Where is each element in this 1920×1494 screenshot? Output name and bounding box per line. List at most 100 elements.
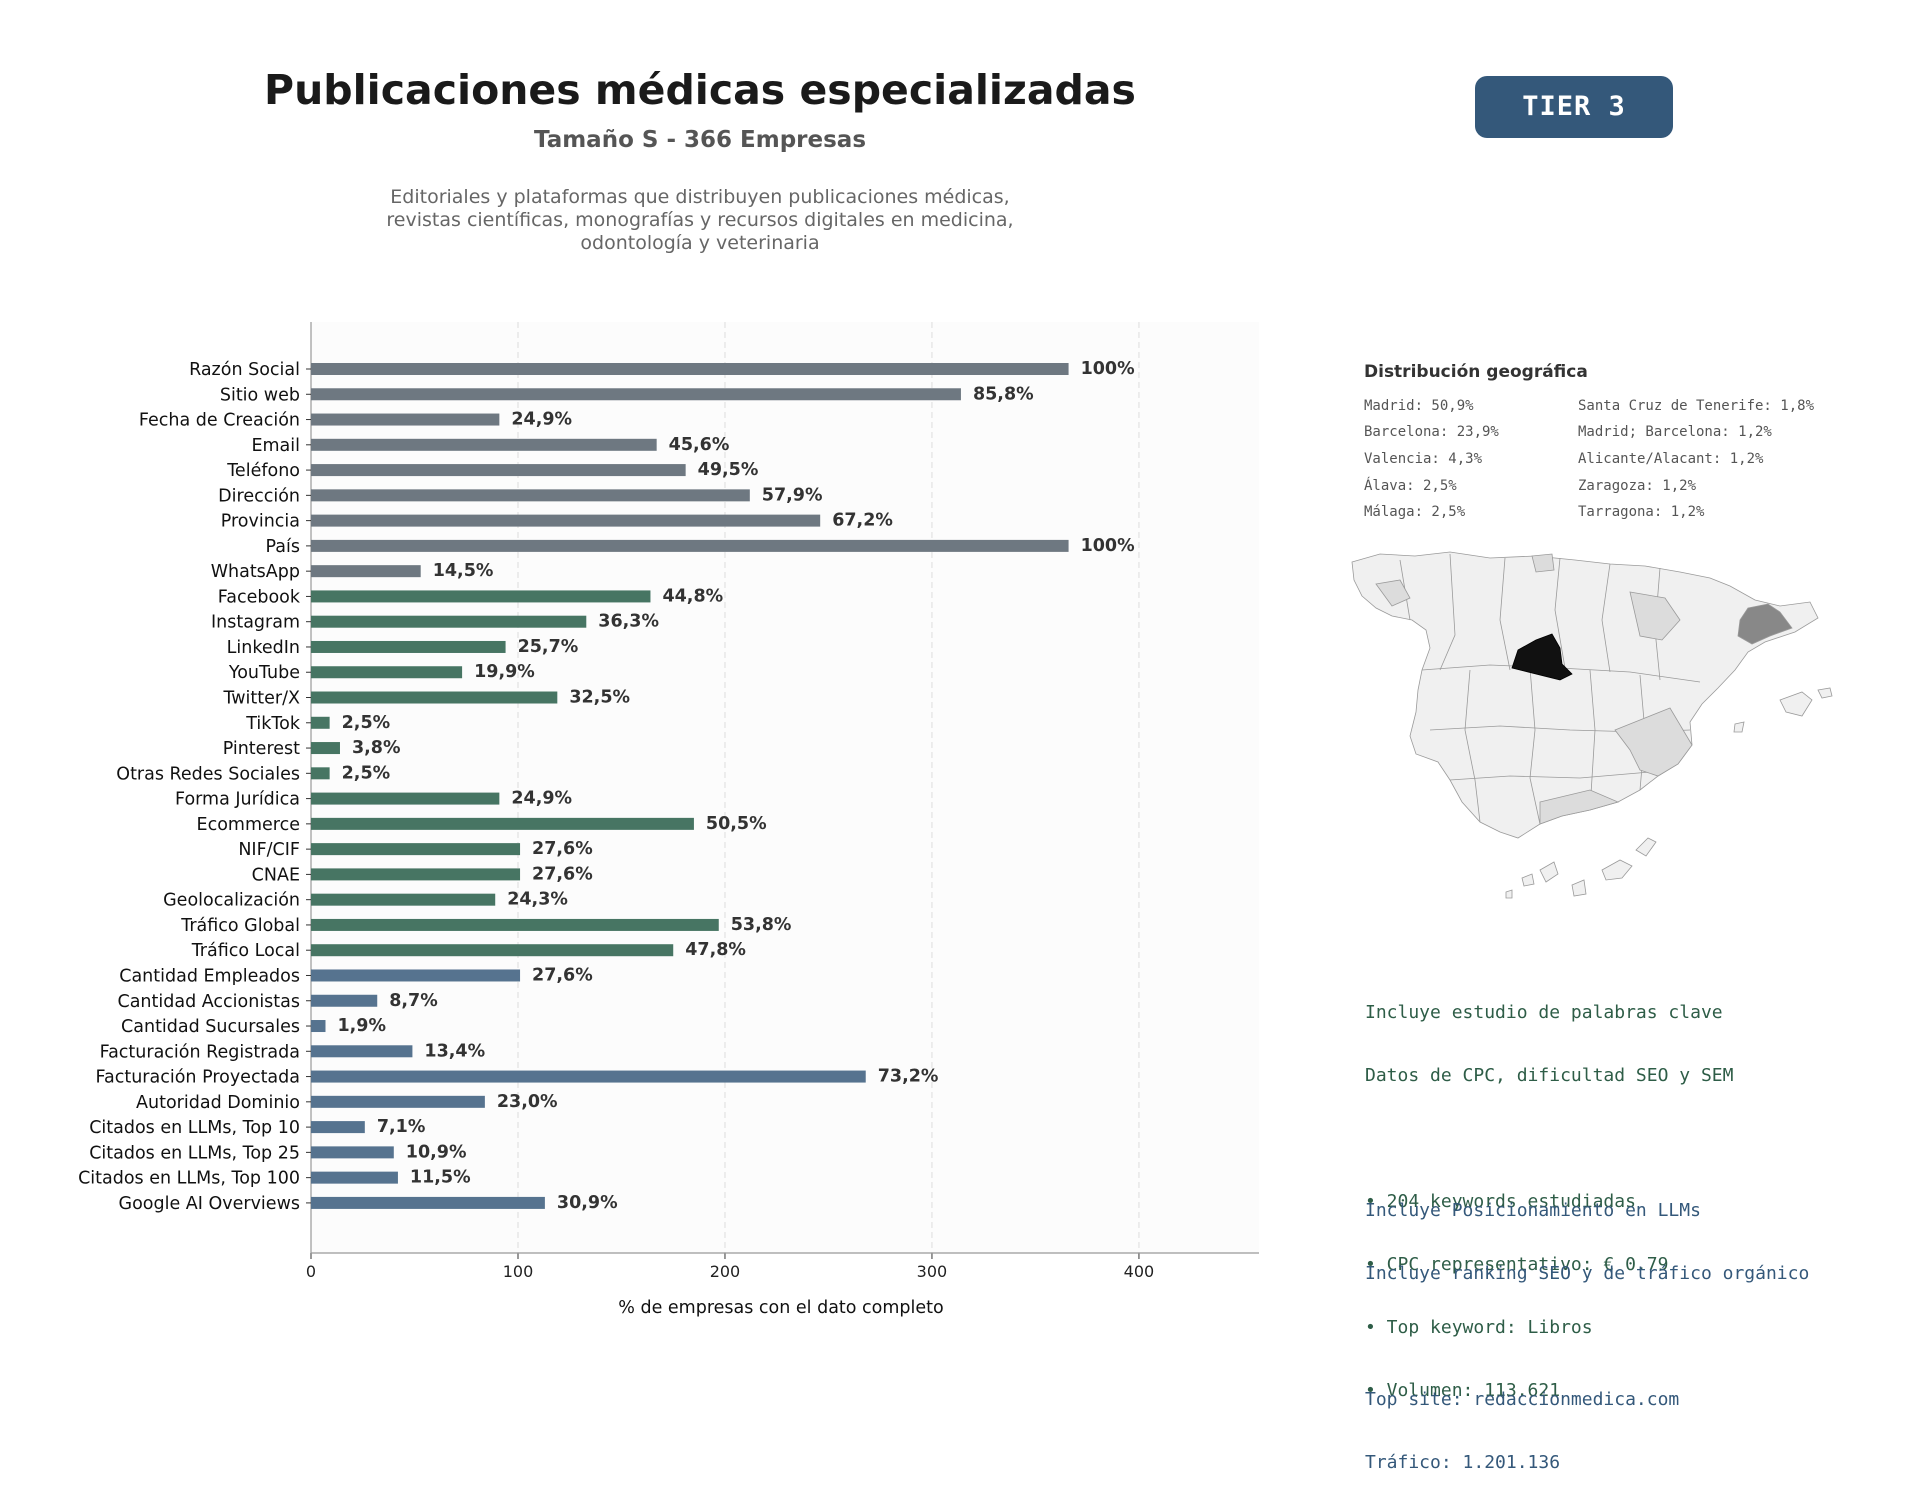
bar: [311, 590, 651, 603]
map-region-medium: [1614, 707, 1693, 777]
category-label: Instagram: [211, 613, 300, 633]
description-line: odontología y veterinaria: [580, 232, 820, 254]
bar: [311, 514, 821, 527]
bar: [311, 868, 521, 881]
data-label: 27,6%: [532, 864, 593, 884]
category-label: Citados en LLMs, Top 10: [89, 1118, 300, 1138]
geo-item: Madrid; Barcelona: 1,2%: [1578, 424, 1772, 440]
data-label: 24,9%: [511, 789, 572, 809]
bar: [311, 640, 506, 653]
category-label: Teléfono: [226, 461, 300, 481]
category-label: CNAE: [252, 865, 300, 885]
keywords-bullet: • 204 keywords estudiadas: [1365, 1191, 1636, 1212]
category-label: Cantidad Accionistas: [117, 992, 300, 1012]
category-label: Email: [251, 436, 300, 456]
data-label: 25,7%: [518, 637, 579, 657]
bar: [311, 539, 1069, 552]
data-label: 100%: [1081, 536, 1135, 556]
data-label: 50,5%: [706, 814, 767, 834]
data-label: 2,5%: [342, 763, 391, 783]
category-label: WhatsApp: [211, 562, 300, 582]
data-label: 73,2%: [878, 1067, 939, 1087]
data-label: 32,5%: [569, 688, 630, 708]
bar: [311, 1121, 365, 1134]
bar: [311, 666, 463, 679]
category-label: País: [266, 537, 300, 557]
data-label: 53,8%: [731, 915, 792, 935]
geo-item: Madrid: 50,9%: [1364, 398, 1474, 414]
data-label: 7,1%: [377, 1117, 426, 1137]
category-label: YouTube: [228, 663, 300, 683]
category-label: Citados en LLMs, Top 25: [89, 1143, 300, 1163]
map-balearic-islands: [1779, 691, 1813, 717]
description-line: revistas científicas, monografías y recu…: [386, 209, 1014, 231]
category-label: Tráfico Local: [191, 941, 300, 961]
top-site-traffic: Tráfico: 1.201.136: [1365, 1452, 1561, 1473]
category-label: Geolocalización: [163, 891, 300, 911]
data-label: 14,5%: [433, 561, 494, 581]
category-label: Otras Redes Sociales: [116, 764, 300, 784]
category-label: LinkedIn: [227, 638, 300, 658]
bar: [311, 388, 961, 401]
bar: [311, 969, 521, 982]
data-label: 11,5%: [410, 1168, 471, 1188]
geo-title: Distribución geográfica: [1364, 362, 1588, 382]
data-label: 30,9%: [557, 1193, 618, 1213]
bar: [311, 489, 750, 502]
category-label: Sitio web: [220, 385, 300, 405]
data-label: 49,5%: [698, 460, 759, 480]
description-line: Editoriales y plataformas que distribuye…: [390, 186, 1010, 208]
category-label: Autoridad Dominio: [136, 1093, 300, 1113]
map-region-madrid: [1511, 633, 1573, 681]
bar: [311, 1196, 545, 1209]
bar: [311, 767, 330, 780]
bar: [311, 1070, 866, 1083]
data-label: 24,3%: [507, 890, 568, 910]
category-label: Forma Jurídica: [175, 790, 300, 810]
bar: [311, 843, 521, 856]
bar: [311, 413, 500, 426]
spain-map: [1351, 551, 1833, 899]
page-subtitle: Tamaño S - 366 Empresas: [533, 127, 867, 153]
bar: [311, 742, 340, 755]
bar: [311, 1146, 394, 1159]
category-label: Facebook: [218, 587, 301, 607]
data-label: 19,9%: [474, 662, 535, 682]
category-label: Razón Social: [189, 360, 300, 380]
bar-chart: 0 100 200 300 400 Razón Social 100% Sitio web 85…: [78, 322, 1259, 1318]
bar: [311, 817, 694, 830]
geo-item: Málaga: 2,5%: [1364, 504, 1466, 520]
category-label: Google AI Overviews: [119, 1194, 300, 1214]
data-label: 36,3%: [598, 612, 659, 632]
data-label: 27,6%: [532, 965, 593, 985]
data-label: 8,7%: [389, 991, 438, 1011]
category-label: Cantidad Sucursales: [121, 1017, 300, 1037]
category-label: Cantidad Empleados: [119, 966, 300, 986]
data-label: 100%: [1081, 359, 1135, 379]
map-region-medium: [1629, 591, 1681, 641]
data-label: 57,9%: [762, 485, 823, 505]
data-label: 1,9%: [337, 1016, 386, 1036]
description: Editoriales y plataformas que distribuye…: [300, 186, 1100, 255]
category-label: Ecommerce: [197, 815, 300, 835]
data-label: 85,8%: [973, 384, 1034, 404]
top-site: Top site: redaccionmedica.com: [1365, 1389, 1680, 1410]
bar: [311, 438, 657, 451]
category-label: Tráfico Global: [180, 916, 300, 936]
keywords-bullet: • CPC representativo: € 0.79: [1365, 1254, 1669, 1275]
geo-item: Zaragoza: 1,2%: [1578, 478, 1697, 494]
geo-item: Barcelona: 23,9%: [1364, 424, 1499, 440]
x-tick-label: 200: [710, 1262, 741, 1281]
map-canary-islands: [1521, 873, 1535, 887]
bar: [311, 565, 421, 578]
data-label: 13,4%: [424, 1041, 485, 1061]
data-label: 47,8%: [685, 940, 746, 960]
bar: [311, 691, 558, 704]
bar: [311, 464, 686, 477]
x-tick-label: 300: [917, 1262, 948, 1281]
llm-line: Incluye Posicionamiento en LLMs: [1365, 1200, 1701, 1221]
data-label: 44,8%: [662, 586, 723, 606]
category-label: Dirección: [218, 486, 300, 506]
data-label: 45,6%: [669, 435, 730, 455]
data-label: 27,6%: [532, 839, 593, 859]
